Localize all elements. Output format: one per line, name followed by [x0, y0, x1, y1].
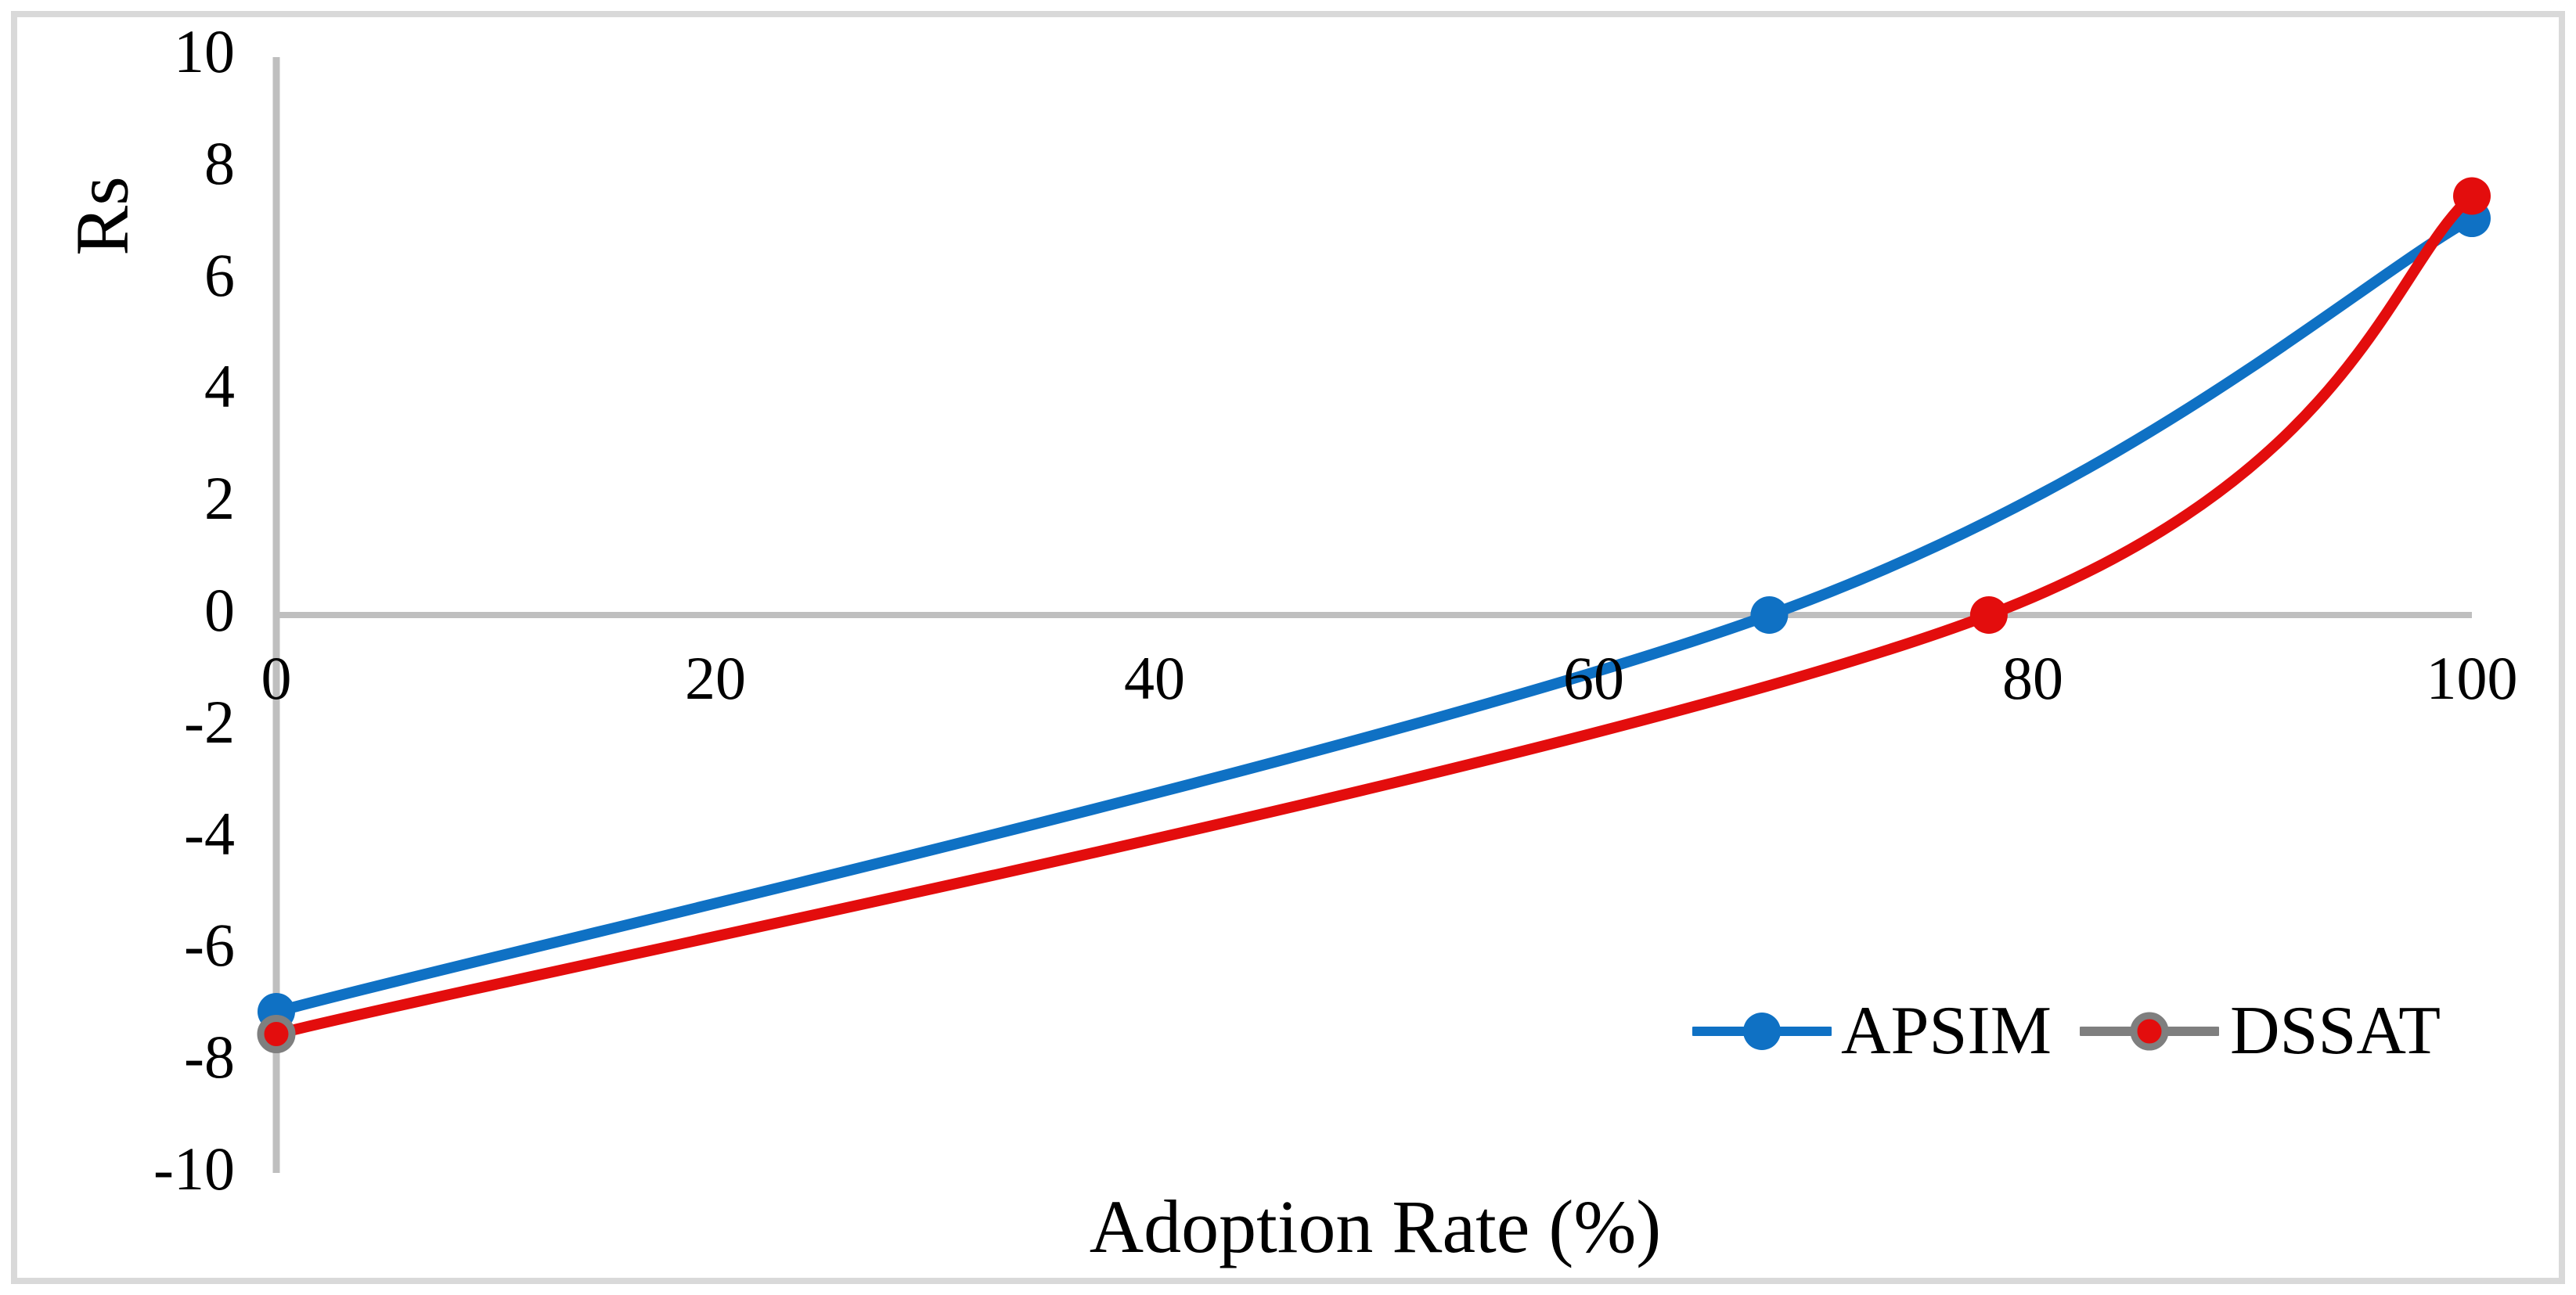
y-tick-label: 6 — [204, 240, 235, 309]
x-tick-label: 80 — [2002, 644, 2063, 712]
chart-border — [11, 11, 2565, 1284]
y-tick-label: 10 — [174, 17, 235, 85]
legend-label-dssat: DSSAT — [2229, 993, 2441, 1069]
series-line-dssat — [271, 190, 2477, 1040]
x-tick-label: 20 — [685, 644, 746, 712]
y-tick-label: 8 — [204, 128, 235, 197]
data-point-marker-apsim — [1750, 596, 1789, 634]
x-axis-title: Adoption Rate (%) — [1089, 1185, 1662, 1268]
data-point-marker-dssat — [2453, 177, 2491, 215]
data-point-marker-dssat — [1969, 596, 2008, 634]
x-tick-label: 40 — [1124, 644, 1185, 712]
x-tick-label: 0 — [261, 644, 292, 712]
y-tick-label: 2 — [204, 464, 235, 533]
dssat-legend-marker-icon — [2079, 1012, 2219, 1051]
x-tick-label: 100 — [2426, 644, 2518, 712]
y-tick-label: 4 — [204, 352, 235, 421]
y-tick-label: -2 — [184, 687, 235, 756]
y-tick-label: -10 — [153, 1135, 235, 1203]
series-line-apsim — [271, 213, 2477, 1017]
y-tick-label: -6 — [184, 911, 235, 980]
y-tick-label: -4 — [184, 799, 235, 868]
legend: APSIM DSSAT — [1692, 990, 2441, 1073]
x-tick-label: 60 — [1563, 644, 1624, 712]
apsim-legend-marker-icon — [1692, 1013, 1832, 1050]
legend-label-apsim: APSIM — [1841, 993, 2052, 1069]
data-point-marker-dssat — [257, 1015, 296, 1053]
y-tick-label: 0 — [204, 576, 235, 644]
y-tick-label: -8 — [184, 1023, 235, 1092]
